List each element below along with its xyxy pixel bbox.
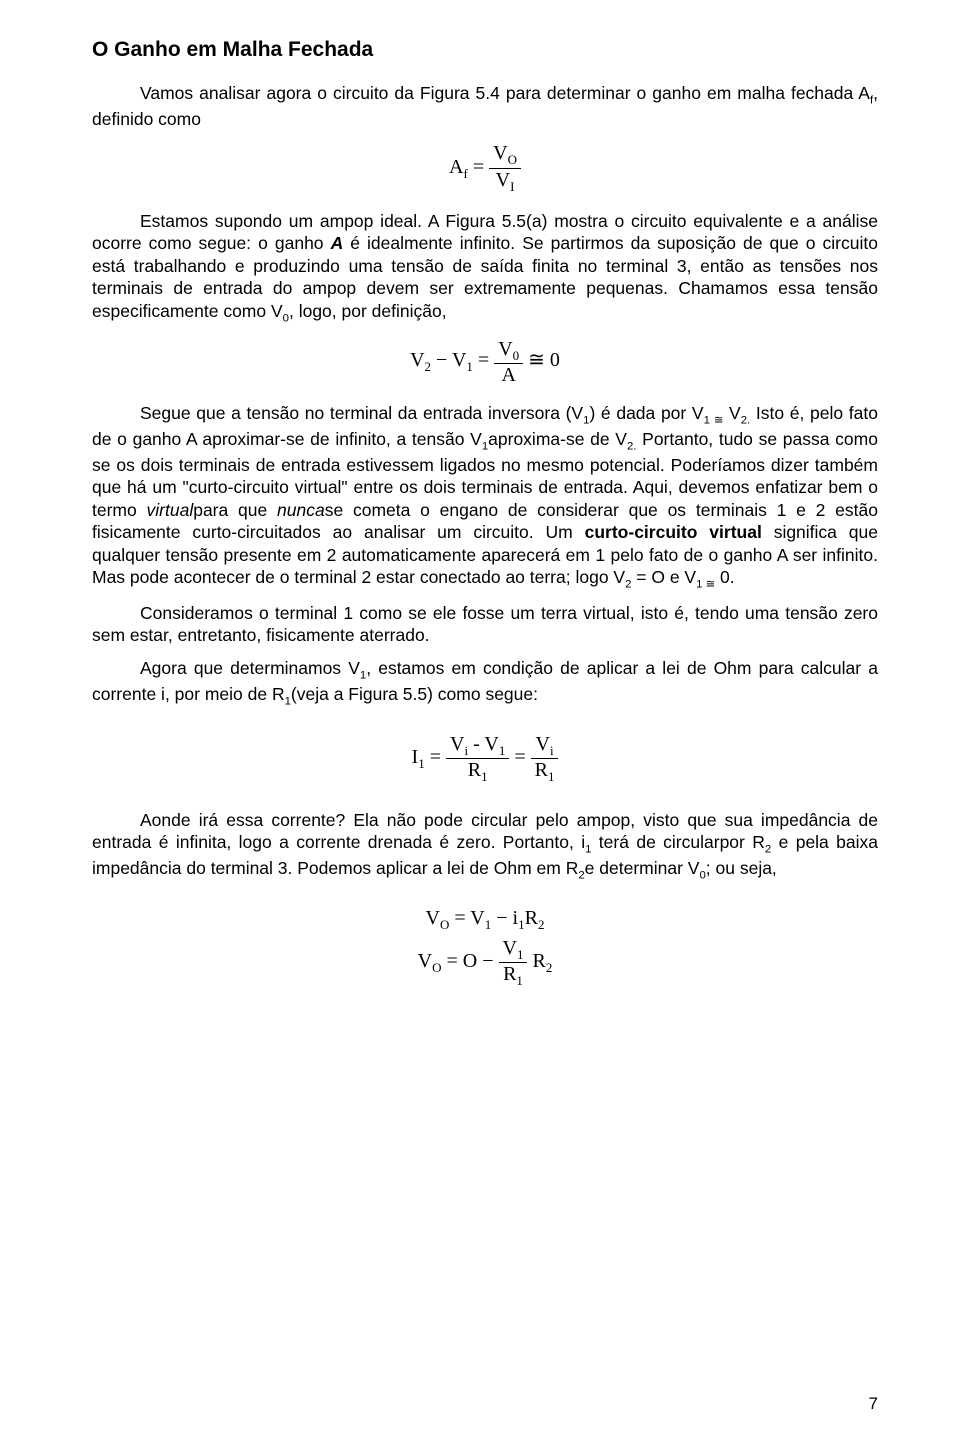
math: Af = VO VI — [449, 156, 521, 178]
bold: curto-circuito virtual — [585, 522, 762, 542]
sym: R — [532, 950, 545, 972]
formula-vo-line2: VO = O − V1 R1 R2 — [92, 937, 878, 989]
op: ≅ 0 — [528, 349, 560, 371]
text: ) é dada por V — [589, 403, 703, 423]
text: V — [723, 403, 740, 423]
sub: 1 — [499, 743, 506, 758]
text: para que — [193, 500, 277, 520]
sym: − i — [491, 907, 518, 929]
formula-af: Af = VO VI — [92, 142, 878, 194]
sub: 2 — [546, 960, 553, 975]
sub: O — [508, 152, 517, 167]
italic: virtual — [147, 500, 194, 520]
sym: V — [418, 950, 432, 972]
sym: V — [426, 907, 440, 929]
sym: A — [494, 364, 523, 386]
sym: V — [535, 733, 549, 755]
section-heading: O Ganho em Malha Fechada — [92, 38, 878, 62]
sym: V — [450, 733, 464, 755]
sym: V — [496, 169, 510, 191]
text: Segue que a tensão no terminal da entrad… — [140, 403, 583, 423]
sub: O — [440, 917, 449, 932]
text: e determinar V — [585, 858, 700, 878]
text: = O e V — [631, 567, 696, 587]
paragraph-1: Vamos analisar agora o circuito da Figur… — [92, 82, 878, 130]
sym: V — [493, 142, 507, 164]
math: VO = V1 − i1R2 — [426, 907, 545, 929]
formula-vo-line1: VO = V1 − i1R2 — [92, 907, 878, 933]
paragraph-2: Estamos supondo um ampop ideal. A Figura… — [92, 210, 878, 326]
sym: V — [498, 338, 512, 360]
paragraph-3: Segue que a tensão no terminal da entrad… — [92, 402, 878, 592]
formula-v2v1: V2 − V1 = V0 A ≅ 0 — [92, 338, 878, 386]
sym: R — [503, 963, 516, 985]
text: (veja a Figura 5.5) como segue: — [291, 684, 538, 704]
sym: = O − — [442, 950, 499, 972]
math: VO = O − V1 R1 R2 — [418, 950, 553, 972]
page-number: 7 — [869, 1394, 878, 1414]
sym: V — [410, 349, 424, 371]
sub: O — [432, 960, 441, 975]
sub: 0 — [513, 348, 520, 363]
italic: nunca — [277, 500, 325, 520]
bold-italic: A — [331, 233, 344, 253]
eq: = — [468, 156, 489, 178]
subscript: 1 ≅ — [704, 414, 724, 426]
text: ; ou seja, — [706, 858, 777, 878]
sym: V — [503, 937, 517, 959]
text: Agora que determinamos V — [140, 658, 360, 678]
paragraph-5: Agora que determinamos V1, estamos em co… — [92, 657, 878, 709]
text: Vamos analisar agora o circuito da Figur… — [140, 83, 870, 103]
subscript: 2. — [741, 414, 750, 426]
eq: = — [473, 349, 494, 371]
eq: = — [425, 746, 446, 768]
math: V2 − V1 = V0 A ≅ 0 — [410, 349, 560, 371]
eq: = — [514, 746, 530, 768]
sym: R — [535, 759, 548, 781]
text: terá de circularpor R — [591, 832, 764, 852]
sub: 1 — [481, 769, 488, 784]
text: 0. — [715, 567, 734, 587]
op: − — [431, 349, 452, 371]
sub: I — [510, 179, 514, 194]
math: I1 = Vi - V1 R1 = Vi R1 — [412, 746, 559, 768]
sub: 2 — [538, 917, 545, 932]
text: , logo, por definição, — [289, 301, 447, 321]
sub: 1 — [548, 769, 555, 784]
subscript: 1 ≅ — [696, 578, 715, 590]
text: aproxima-se de V — [488, 429, 627, 449]
sub: 1 — [516, 973, 523, 988]
sym: R — [525, 907, 538, 929]
sub: 1 — [517, 947, 524, 962]
sym: = V — [449, 907, 484, 929]
sym: V — [452, 349, 466, 371]
sym: A — [449, 156, 463, 178]
formula-i1: I1 = Vi - V1 R1 = Vi R1 — [92, 733, 878, 785]
sym: R — [468, 759, 481, 781]
paragraph-6: Aonde irá essa corrente? Ela não pode ci… — [92, 809, 878, 883]
sub: i — [550, 743, 554, 758]
sym: - V — [468, 733, 499, 755]
paragraph-4: Consideramos o terminal 1 como se ele fo… — [92, 602, 878, 647]
